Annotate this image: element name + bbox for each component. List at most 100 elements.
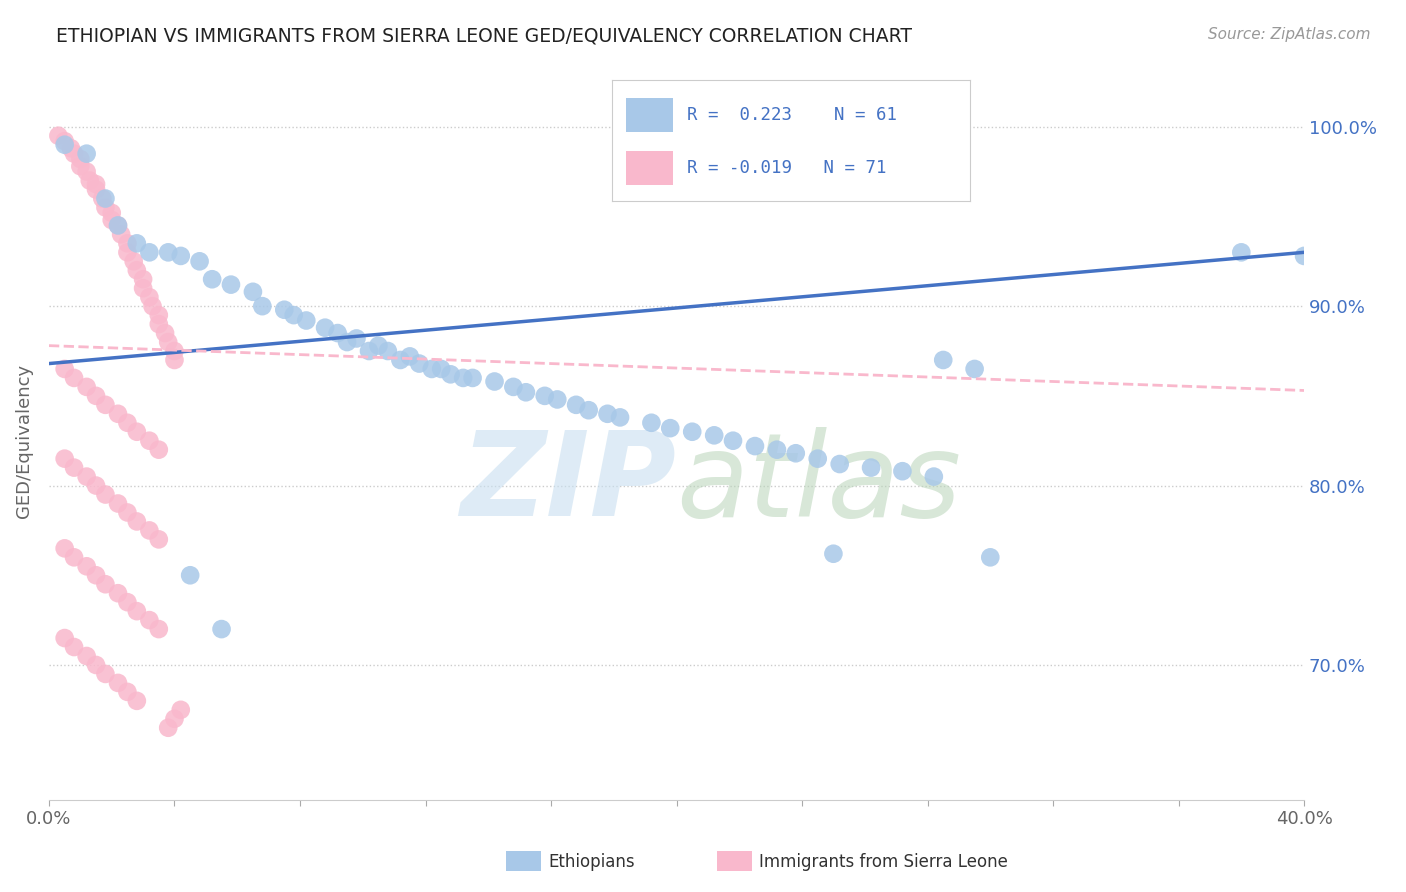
Point	[107, 219, 129, 233]
Point	[125, 694, 148, 708]
Point	[932, 353, 955, 368]
Point	[76, 469, 98, 483]
Point	[63, 460, 86, 475]
Point	[148, 622, 170, 636]
Point	[84, 182, 107, 196]
Point	[69, 152, 91, 166]
Point	[979, 550, 1001, 565]
Point	[1230, 245, 1253, 260]
Point	[326, 326, 349, 340]
Text: R =  0.223    N = 61: R = 0.223 N = 61	[688, 106, 897, 124]
Point	[76, 559, 98, 574]
Point	[125, 263, 148, 277]
Point	[117, 245, 139, 260]
Point	[533, 389, 555, 403]
Point	[148, 317, 170, 331]
Point	[107, 407, 129, 421]
Point	[502, 380, 524, 394]
Point	[76, 146, 98, 161]
Point	[138, 524, 160, 538]
Point	[273, 302, 295, 317]
Point	[141, 299, 163, 313]
Point	[117, 685, 139, 699]
Bar	[626, 152, 672, 185]
Point	[252, 299, 274, 313]
Point	[148, 442, 170, 457]
Point	[336, 334, 359, 349]
Point	[484, 375, 506, 389]
Point	[148, 308, 170, 322]
Point	[408, 357, 430, 371]
Point	[377, 344, 399, 359]
Point	[63, 146, 86, 161]
Text: ZIP: ZIP	[461, 426, 676, 541]
Point	[295, 313, 318, 327]
Point	[744, 439, 766, 453]
Point	[201, 272, 224, 286]
Point	[398, 350, 420, 364]
Point	[138, 245, 160, 260]
Point	[84, 478, 107, 492]
Point	[828, 457, 851, 471]
Point	[157, 721, 180, 735]
Text: atlas: atlas	[676, 426, 962, 541]
Point	[79, 173, 101, 187]
Point	[461, 371, 484, 385]
Point	[357, 344, 380, 359]
Point	[823, 547, 845, 561]
Point	[785, 446, 807, 460]
Point	[84, 389, 107, 403]
Point	[515, 385, 537, 400]
Point	[100, 206, 122, 220]
Point	[53, 137, 76, 152]
Point	[117, 416, 139, 430]
Point	[94, 192, 117, 206]
Point	[721, 434, 744, 448]
Point	[100, 213, 122, 227]
Point	[53, 134, 76, 148]
Point	[84, 657, 107, 672]
Point	[170, 703, 193, 717]
Point	[76, 380, 98, 394]
Point	[211, 622, 233, 636]
Point	[163, 344, 186, 359]
Point	[84, 177, 107, 191]
Text: R = -0.019   N = 71: R = -0.019 N = 71	[688, 159, 886, 178]
Point	[69, 159, 91, 173]
Point	[148, 533, 170, 547]
Point	[596, 407, 619, 421]
Point	[807, 451, 830, 466]
Point	[138, 290, 160, 304]
Point	[107, 219, 129, 233]
Y-axis label: GED/Equivalency: GED/Equivalency	[15, 364, 32, 517]
Point	[640, 416, 662, 430]
Point	[420, 362, 443, 376]
Point	[681, 425, 703, 439]
Point	[122, 254, 145, 268]
Point	[117, 595, 139, 609]
Point	[766, 442, 789, 457]
Point	[84, 568, 107, 582]
Point	[565, 398, 588, 412]
Point	[219, 277, 242, 292]
Point	[314, 320, 336, 334]
Point	[963, 362, 986, 376]
Point	[53, 631, 76, 645]
Point	[157, 245, 180, 260]
Point	[125, 236, 148, 251]
Point	[63, 640, 86, 654]
Point	[125, 515, 148, 529]
Point	[367, 338, 389, 352]
Point	[659, 421, 682, 435]
Point	[94, 667, 117, 681]
Point	[891, 464, 914, 478]
Text: Immigrants from Sierra Leone: Immigrants from Sierra Leone	[759, 853, 1008, 871]
Point	[138, 613, 160, 627]
Point	[132, 272, 155, 286]
Point	[63, 371, 86, 385]
Point	[163, 712, 186, 726]
Point	[389, 353, 412, 368]
Point	[242, 285, 264, 299]
Point	[179, 568, 201, 582]
Point	[53, 362, 76, 376]
